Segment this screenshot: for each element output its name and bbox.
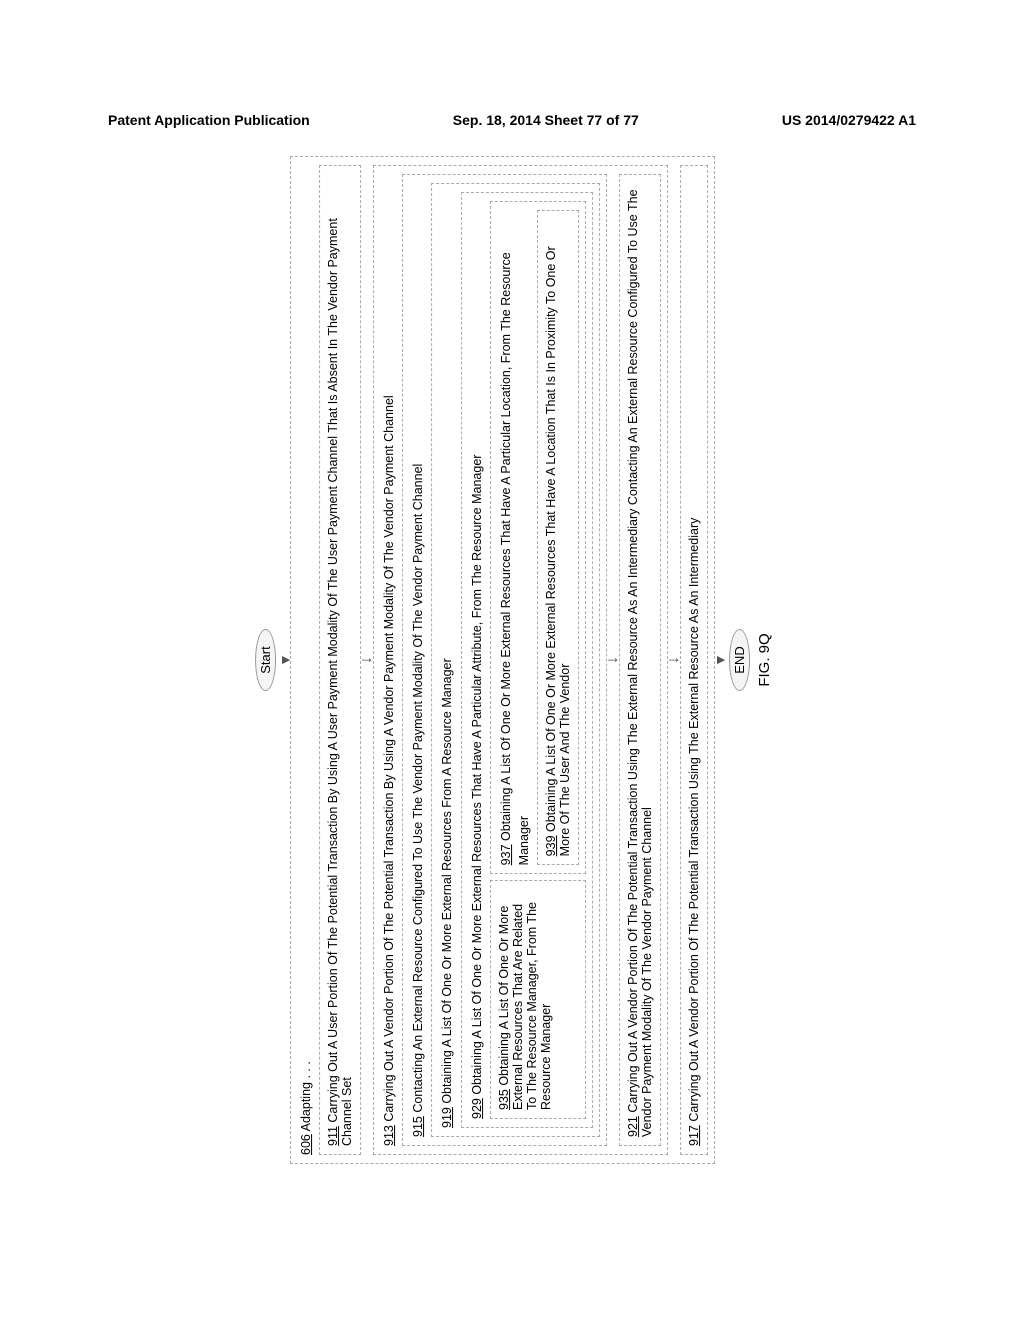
- box-913-label: 913 Carrying Out A Vendor Portion Of The…: [380, 174, 398, 1146]
- text-929: Obtaining A List Of One Or More External…: [470, 455, 484, 1099]
- text-915: Contacting An External Resource Configur…: [411, 464, 425, 1116]
- text-937: Obtaining A List Of One Or More External…: [499, 252, 531, 865]
- box-606: 606 Adapting . . . 911 Carrying Out A Us…: [290, 156, 715, 1164]
- box-929: 929 Obtaining A List Of One Or More Exte…: [461, 192, 593, 1128]
- ref-915: 915: [411, 1116, 425, 1137]
- ref-937: 937: [499, 844, 513, 865]
- right-column: 937 Obtaining A List Of One Or More Exte…: [490, 201, 586, 874]
- box-913: 913 Carrying Out A Vendor Portion Of The…: [373, 165, 668, 1155]
- text-935: Obtaining A List Of One Or More External…: [497, 902, 553, 1110]
- end-label: END: [729, 629, 750, 690]
- figure-label: FIG. 9Q: [756, 150, 773, 1170]
- box-937: 937 Obtaining A List Of One Or More Exte…: [490, 201, 586, 874]
- header-center: Sep. 18, 2014 Sheet 77 of 77: [453, 112, 639, 128]
- box-917: 917 Carrying Out A Vendor Portion Of The…: [680, 165, 708, 1155]
- box-919-label: 919 Obtaining A List Of One Or More Exte…: [438, 192, 456, 1128]
- box-911: 911 Carrying Out A User Portion Of The P…: [319, 165, 361, 1155]
- arrow-icon: ▼: [280, 150, 290, 1170]
- header-right: US 2014/0279422 A1: [782, 112, 916, 128]
- text-921: Carrying Out A Vendor Portion Of The Pot…: [626, 189, 654, 1137]
- flowchart: Start ▼ 606 Adapting . . . 911 Carrying …: [251, 150, 773, 1170]
- box-939: 939 Obtaining A List Of One Or More Exte…: [537, 210, 579, 865]
- ref-911: 911: [326, 1126, 340, 1146]
- box-929-label: 929 Obtaining A List Of One Or More Exte…: [468, 201, 486, 1119]
- text-939: Obtaining A List Of One Or More External…: [544, 246, 572, 856]
- box-937-label: 937 Obtaining A List Of One Or More Exte…: [497, 210, 533, 865]
- box-921: 921 Carrying Out A Vendor Portion Of The…: [619, 174, 661, 1146]
- text-919: Obtaining A List Of One Or More External…: [440, 658, 454, 1107]
- text-606: Adapting . . .: [299, 1061, 313, 1134]
- ref-939: 939: [544, 835, 558, 856]
- box-606-label: 606 Adapting . . .: [297, 165, 315, 1155]
- page-header: Patent Application Publication Sep. 18, …: [108, 112, 916, 128]
- text-913: Carrying Out A Vendor Portion Of The Pot…: [382, 395, 396, 1125]
- ref-935: 935: [497, 1089, 511, 1110]
- text-917: Carrying Out A Vendor Portion Of The Pot…: [687, 518, 701, 1126]
- start-terminal: Start: [255, 150, 276, 1170]
- ref-929: 929: [470, 1098, 484, 1119]
- text-911: Carrying Out A User Portion Of The Poten…: [326, 218, 354, 1146]
- box-919: 919 Obtaining A List Of One Or More Exte…: [431, 183, 600, 1137]
- arrow-icon: ▼: [715, 150, 725, 1170]
- box-915-label: 915 Contacting An External Resource Conf…: [409, 183, 427, 1137]
- start-label: Start: [255, 629, 276, 690]
- box-915: 915 Contacting An External Resource Conf…: [402, 174, 607, 1146]
- ref-919: 919: [440, 1107, 454, 1128]
- end-terminal: END: [729, 150, 750, 1170]
- box-935: 935 Obtaining A List Of One Or More Exte…: [490, 880, 586, 1119]
- ref-913: 913: [382, 1125, 396, 1146]
- page: Patent Application Publication Sep. 18, …: [0, 0, 1024, 1320]
- ref-917: 917: [687, 1125, 701, 1146]
- header-left: Patent Application Publication: [108, 112, 310, 128]
- ref-921: 921: [626, 1116, 640, 1137]
- ref-606: 606: [299, 1134, 313, 1155]
